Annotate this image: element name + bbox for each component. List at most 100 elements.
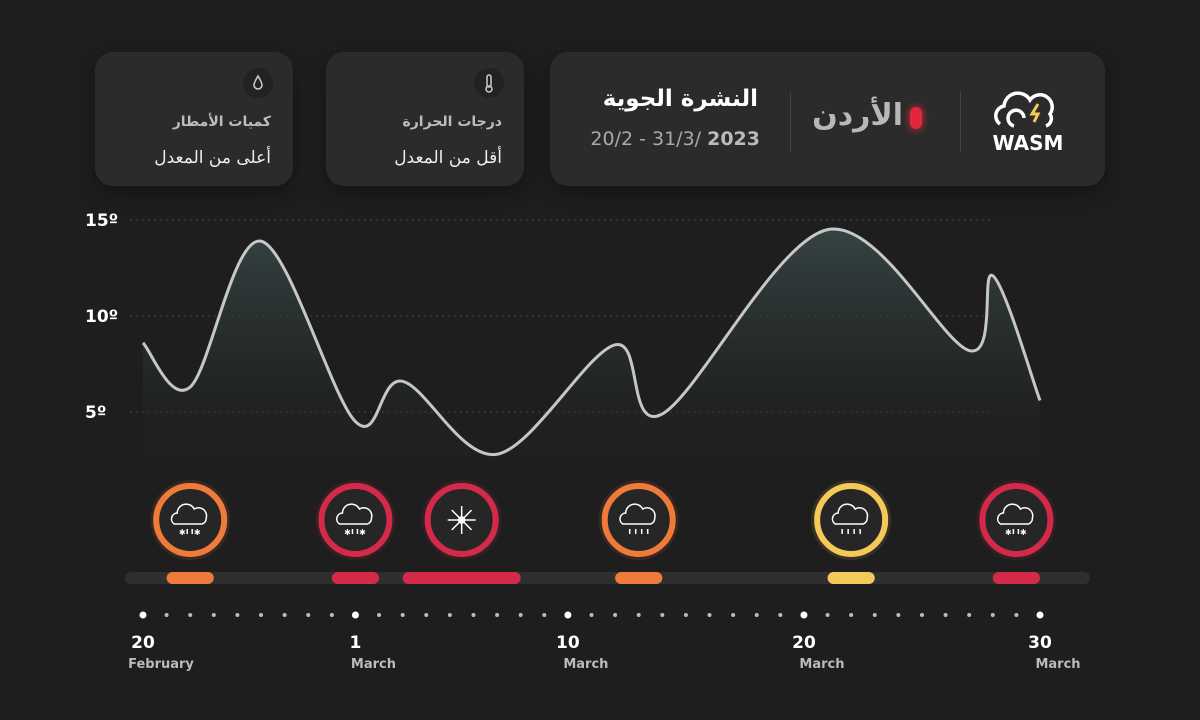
event-bar [615,572,663,584]
line [141,227,1042,456]
day-dot [164,613,169,617]
weather-icon [447,506,476,534]
day-dot [1014,613,1019,617]
temp-card: درجات الحرارة أقل من المعدل [326,52,524,186]
day-dot [235,613,240,617]
day-dot [424,613,429,617]
weather-icon: ✱ ✱ [996,503,1034,537]
day-dot [447,613,452,617]
event-ring [814,483,889,557]
x-tick-label: 1 [350,633,362,653]
day-dot [306,613,311,617]
day-dot [613,613,618,617]
event-ring [318,483,393,557]
weather-icon [831,503,869,534]
day-dot [825,613,830,617]
x-tick-label: 20 [792,633,816,653]
x-tick-month: March [1035,657,1080,672]
cloud [336,503,373,525]
day-dot [731,613,736,617]
event-ring [979,483,1054,557]
y-tick-label: 15º [85,211,118,231]
x-tick-label: 10 [556,633,580,653]
flake: ✱ [344,528,351,537]
day-dot [636,613,641,617]
area [143,228,1040,509]
flake: ✱ [194,528,201,537]
card-title: درجات الحرارة [402,114,502,130]
flake: ✱ [1005,528,1012,537]
day-dot [707,613,712,617]
x-tick-dot [351,611,359,619]
day-dot [990,613,995,617]
day-dot [919,613,924,617]
divider [960,92,961,152]
flake: ✱ [359,528,366,537]
cloud [619,503,656,525]
card-text: أقل من المعدل [394,148,502,168]
day-dot [589,613,594,617]
y-tick-label: 5º [85,403,106,423]
weather-icon [619,503,656,534]
rain-card: كميات الأمطار أعلى من المعدل [95,52,293,186]
date-range: 20/2 - 31/3/ [590,128,702,150]
snow-arm [451,509,473,531]
event-bar [166,572,214,584]
x-tick-month: March [563,657,608,672]
day-dot [754,613,759,617]
event-ring [601,483,676,557]
day-dot [211,613,216,617]
flake: ✱ [179,528,186,537]
day-dot [872,613,877,617]
day-dot [471,613,476,617]
x-tick-label: 20 [131,633,155,653]
brand: WASM [993,131,1064,155]
flake: ✱ [1020,528,1027,537]
event-bar [331,572,380,584]
day-dot [495,613,500,617]
year: 2023 [707,128,760,150]
day-dot [683,613,688,617]
event-bar [992,572,1040,584]
header-title: النشرة الجوية [602,86,758,112]
x-tick-label: 30 [1028,633,1052,653]
weather-icon: ✱ ✱ [170,503,208,537]
day-dot [660,613,665,617]
drop-icon [243,68,273,98]
x-tick-dot [1036,611,1044,619]
event-bar [402,572,521,584]
day-dot [967,613,972,617]
weather-icon: ✱ ✱ [336,503,373,537]
x-tick-month: March [351,657,396,672]
day-dot [188,613,193,617]
day-dot [282,613,287,617]
day-dot [400,613,405,617]
header-card: النشرة الجوية 20/2 - 31/3/ 2023 الأردن W… [550,52,1105,186]
day-dot [518,613,523,617]
y-tick-label: 10º [85,307,118,327]
logo: WASM [993,91,1064,155]
cloud [831,503,869,525]
x-tick-dot [800,611,808,619]
header-dates: 20/2 - 31/3/ 2023 [590,128,760,150]
day-dot [329,613,334,617]
day-dot [943,613,948,617]
card-title: كميات الأمطار [172,114,271,130]
event-track [125,572,1090,584]
x-tick-dot [564,611,572,619]
country-marker [910,107,922,129]
cloud [170,503,208,525]
card-text: أعلى من المعدل [154,148,271,168]
country: الأردن [812,98,903,133]
snow-core [457,516,466,524]
x-tick-dot [139,611,147,619]
thermo-icon [474,68,504,98]
day-dot [778,613,783,617]
cloud [996,503,1034,525]
x-tick-month: March [799,657,844,672]
day-dot [542,613,547,617]
day-dot [896,613,901,617]
event-bar [827,572,875,584]
